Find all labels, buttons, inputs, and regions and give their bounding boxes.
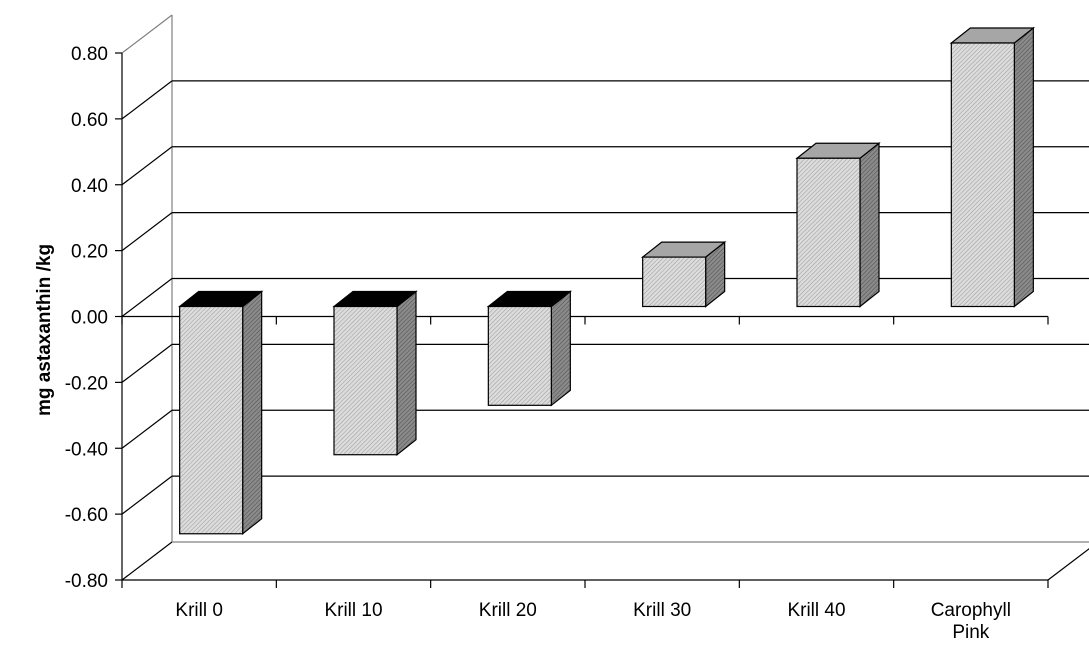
- x-category-label: Krill 0: [175, 600, 223, 621]
- bar: [332, 290, 418, 456]
- bar-side: [242, 290, 263, 536]
- y-tick-label: 0.80: [71, 44, 108, 65]
- bar: [795, 142, 881, 308]
- bar-side: [396, 290, 417, 456]
- y-tick-label: -0.20: [65, 373, 108, 394]
- x-category-label: Krill 30: [633, 600, 691, 621]
- y-tick-label: 0.40: [71, 176, 108, 197]
- bar: [486, 290, 573, 407]
- y-tick-labels: 0.80 0.60 0.40 0.20 0.00 -0.20 -0.40 -0.60 -0.80: [65, 44, 108, 592]
- y-tick-label: -0.80: [65, 571, 108, 592]
- y-axis-title: mg astaxanthin /kg: [34, 244, 55, 416]
- bar-side: [859, 142, 880, 308]
- y-tick-label: 0.60: [71, 110, 108, 131]
- gridline-side: [121, 409, 173, 449]
- gridlines: [121, 80, 1089, 515]
- gridline-side: [121, 146, 173, 186]
- gridline-side: [121, 475, 173, 515]
- bar-front: [333, 305, 398, 456]
- y-tick-label: -0.60: [65, 505, 108, 526]
- axes: [115, 52, 1049, 588]
- bar-front: [950, 42, 1015, 308]
- bar-side: [1013, 26, 1034, 308]
- x-category-label: Carophyll Pink: [931, 600, 1011, 643]
- bar: [949, 26, 1036, 308]
- bar: [640, 240, 727, 308]
- bar-front: [796, 157, 861, 308]
- x-category-label: Krill 40: [787, 600, 845, 621]
- gridline-side: [121, 212, 173, 252]
- x-category-labels: Krill 0 Krill 10 Krill 20 Krill 30 Krill 40 C…: [175, 600, 1011, 643]
- bars: [177, 26, 1036, 536]
- bar-front: [642, 256, 707, 308]
- y-tick-label: 0.00: [71, 308, 108, 329]
- bar-side: [550, 290, 571, 407]
- bar-front: [487, 305, 552, 406]
- y-tick-label: 0.20: [71, 242, 108, 263]
- gridline-side: [121, 278, 173, 317]
- chart-walls: [121, 14, 1089, 581]
- gridline-side: [121, 343, 173, 383]
- x-category-label: Krill 20: [479, 600, 537, 621]
- x-category-label: Krill 10: [324, 600, 382, 621]
- gridline-side: [121, 80, 173, 120]
- bar-front: [179, 305, 244, 535]
- bar: [177, 290, 264, 536]
- y-tick-label: -0.40: [65, 439, 108, 460]
